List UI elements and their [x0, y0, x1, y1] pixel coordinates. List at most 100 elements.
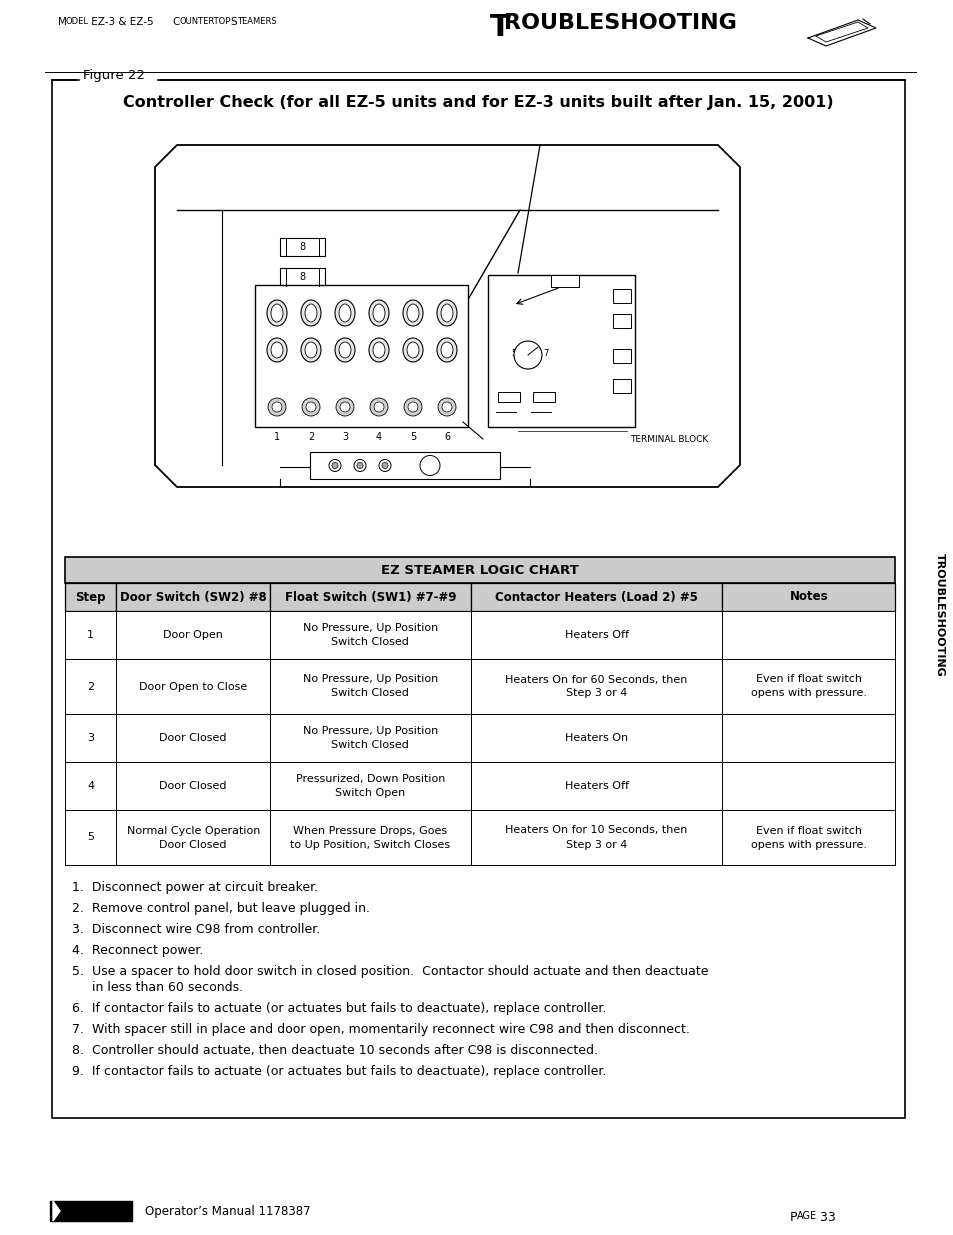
Ellipse shape: [301, 338, 320, 362]
Text: CC98: CC98: [557, 279, 573, 284]
Text: 8: 8: [298, 242, 305, 252]
Circle shape: [339, 403, 350, 412]
Bar: [270, 762, 470, 810]
Text: Switch Closed: Switch Closed: [331, 740, 409, 750]
Bar: [470, 714, 721, 762]
Bar: [721, 611, 894, 659]
Ellipse shape: [271, 342, 283, 358]
Text: ODEL: ODEL: [66, 17, 89, 26]
Text: opens with pressure.: opens with pressure.: [750, 840, 866, 850]
Circle shape: [437, 398, 456, 416]
Text: 7: 7: [543, 348, 548, 357]
Bar: [50, 1200, 132, 1221]
Ellipse shape: [402, 338, 422, 362]
Bar: [65, 810, 116, 864]
Bar: [116, 659, 270, 714]
Text: P: P: [789, 1212, 797, 1224]
Bar: [116, 714, 270, 762]
Text: EZ-3 & EZ-5: EZ-3 & EZ-5: [88, 17, 156, 27]
Circle shape: [268, 398, 286, 416]
Bar: [52, 80, 904, 1118]
Text: Heaters Off: Heaters Off: [564, 630, 628, 640]
Ellipse shape: [271, 304, 283, 322]
Bar: [551, 275, 578, 287]
Bar: [280, 238, 325, 256]
Circle shape: [381, 462, 388, 468]
Text: Even if float switch: Even if float switch: [755, 825, 861, 836]
Ellipse shape: [305, 342, 316, 358]
Text: 6: 6: [443, 432, 450, 442]
Text: 5: 5: [87, 832, 94, 842]
Circle shape: [374, 403, 384, 412]
Circle shape: [302, 398, 319, 416]
Text: Even if float switch: Even if float switch: [755, 674, 861, 684]
Bar: [310, 452, 499, 479]
Circle shape: [514, 341, 541, 369]
Circle shape: [272, 403, 282, 412]
Text: Door Closed: Door Closed: [159, 781, 227, 790]
Text: SOUTHBEND: SOUTHBEND: [80, 1207, 148, 1216]
Text: Door Open: Door Open: [163, 630, 223, 640]
Ellipse shape: [436, 338, 456, 362]
Text: Switch Closed: Switch Closed: [331, 637, 409, 647]
Text: Heaters On for 10 Seconds, then: Heaters On for 10 Seconds, then: [505, 825, 687, 836]
Bar: [470, 659, 721, 714]
Text: 7: 7: [618, 351, 624, 359]
Text: 2: 2: [308, 432, 314, 442]
Bar: [254, 285, 468, 427]
Text: Door Switch (SW2) #8: Door Switch (SW2) #8: [120, 590, 266, 604]
Text: Float Switch (SW1) #7-#9: Float Switch (SW1) #7-#9: [284, 590, 456, 604]
Text: 33: 33: [815, 1212, 835, 1224]
Bar: [65, 714, 116, 762]
Text: Door Closed: Door Closed: [159, 734, 227, 743]
Text: When Pressure Drops, Goes: When Pressure Drops, Goes: [294, 825, 447, 836]
Bar: [497, 391, 519, 403]
Circle shape: [378, 459, 391, 472]
Bar: [613, 289, 630, 303]
Text: 8.  Controller should actuate, then deactuate 10 seconds after C98 is disconnect: 8. Controller should actuate, then deact…: [71, 1044, 598, 1057]
Bar: [721, 659, 894, 714]
Bar: [65, 659, 116, 714]
Bar: [116, 611, 270, 659]
Bar: [65, 611, 116, 659]
Text: 2: 2: [87, 682, 94, 692]
Text: to Up Position, Switch Closes: to Up Position, Switch Closes: [290, 840, 450, 850]
Text: Heaters On for 60 Seconds, then: Heaters On for 60 Seconds, then: [505, 674, 687, 684]
Text: 1: 1: [274, 432, 280, 442]
Bar: [488, 275, 635, 427]
Bar: [65, 583, 116, 611]
Text: Door Open to Close: Door Open to Close: [139, 682, 247, 692]
Text: Figure 22: Figure 22: [83, 68, 145, 82]
Text: C: C: [172, 17, 179, 27]
Bar: [470, 583, 721, 611]
Text: opens with pressure.: opens with pressure.: [750, 688, 866, 699]
Text: Heaters On: Heaters On: [564, 734, 627, 743]
Ellipse shape: [407, 342, 418, 358]
Text: EZ STEAMER LOGIC CHART: EZ STEAMER LOGIC CHART: [381, 563, 578, 577]
Ellipse shape: [305, 304, 316, 322]
Ellipse shape: [440, 304, 453, 322]
Text: 5: 5: [410, 432, 416, 442]
Text: Notes: Notes: [788, 590, 827, 604]
Polygon shape: [53, 1200, 60, 1221]
Circle shape: [354, 459, 366, 472]
Text: 1: 1: [506, 393, 511, 401]
Ellipse shape: [373, 342, 385, 358]
Ellipse shape: [301, 300, 320, 326]
Bar: [613, 379, 630, 393]
Text: 9: 9: [618, 290, 624, 300]
Text: 3: 3: [341, 432, 348, 442]
Bar: [721, 714, 894, 762]
Text: Operator’s Manual 1178387: Operator’s Manual 1178387: [145, 1204, 311, 1218]
Text: Step 3 or 4: Step 3 or 4: [565, 688, 627, 699]
Text: S: S: [230, 17, 236, 27]
Text: TROUBLESHOOTING: TROUBLESHOOTING: [934, 553, 944, 677]
Circle shape: [419, 456, 439, 475]
Text: Step 3 or 4: Step 3 or 4: [565, 840, 627, 850]
Text: in less than 60 seconds.: in less than 60 seconds.: [71, 981, 243, 994]
Ellipse shape: [369, 300, 389, 326]
Bar: [613, 314, 630, 329]
Ellipse shape: [267, 300, 287, 326]
Bar: [533, 391, 555, 403]
Bar: [721, 810, 894, 864]
